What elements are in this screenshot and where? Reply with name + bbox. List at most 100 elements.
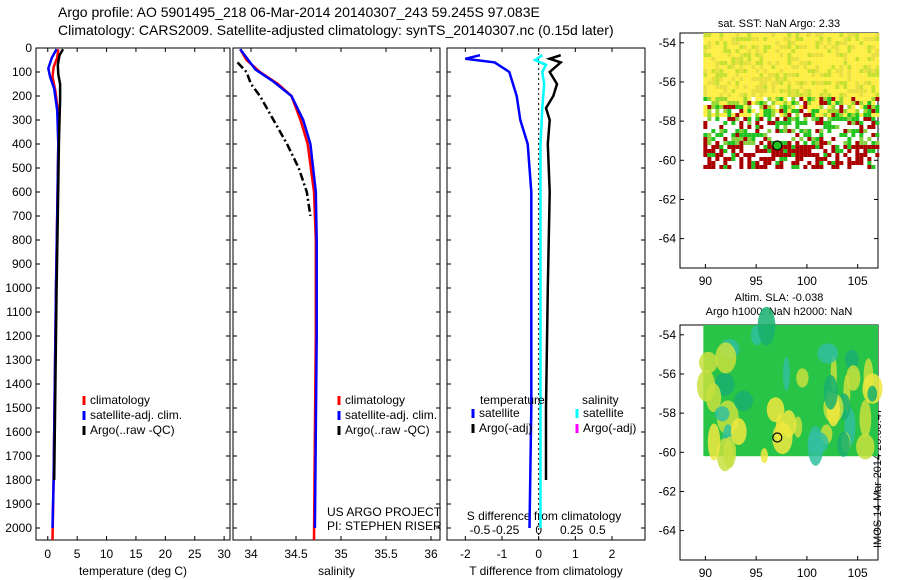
map-cell: [827, 49, 832, 53]
map-cell: [807, 61, 812, 65]
map-cell: [755, 61, 760, 65]
map-cell: [807, 45, 812, 49]
map-cell: [859, 41, 864, 45]
map-cell: [823, 69, 828, 73]
x-tick-label-difference: 0: [535, 547, 542, 561]
map-cell: [863, 153, 868, 157]
map-cell: [763, 37, 768, 41]
map-cell: [715, 89, 720, 93]
map-cell: [767, 57, 772, 61]
map-cell: [875, 77, 880, 81]
map-cell: [703, 125, 708, 129]
map-cell: [803, 97, 808, 101]
map-cell: [747, 37, 752, 41]
map-cell: [739, 129, 744, 133]
map-blob: [844, 349, 859, 370]
y-tick-label: 1800: [5, 473, 32, 487]
map-cell: [847, 129, 852, 133]
map-cell: [791, 69, 796, 73]
legend-temperature-label-1: satellite-adj. clim.: [90, 408, 182, 422]
map-cell: [791, 97, 796, 101]
map-cell: [711, 105, 716, 109]
map-cell: [787, 117, 792, 121]
map-cell: [803, 73, 808, 77]
map-cell: [775, 125, 780, 129]
map-cell: [867, 161, 872, 165]
map-cell: [851, 41, 856, 45]
map-cell: [815, 97, 820, 101]
map-cell: [799, 61, 804, 65]
map-blob: [807, 431, 829, 454]
map-cell: [847, 101, 852, 105]
map-cell: [719, 61, 724, 65]
map-cell: [831, 45, 836, 49]
map-cell: [835, 157, 840, 161]
map-cell: [827, 161, 832, 165]
map-cell: [831, 69, 836, 73]
map-cell: [719, 89, 724, 93]
map-cell: [759, 65, 764, 69]
map-cell: [719, 33, 724, 37]
map-cell: [787, 101, 792, 105]
map-cell: [715, 133, 720, 137]
map-cell: [835, 57, 840, 61]
map-cell: [807, 81, 812, 85]
map-cell: [703, 113, 708, 117]
project-annotation-1: PI: STEPHEN RISER: [327, 519, 442, 533]
map-cell: [875, 57, 880, 61]
map-cell: [711, 93, 716, 97]
map-cell: [787, 129, 792, 133]
map-cell: [875, 41, 880, 45]
map-cell: [731, 65, 736, 69]
map-cell: [751, 49, 756, 53]
map-cell: [763, 73, 768, 77]
map-cell: [811, 33, 816, 37]
map-cell: [763, 149, 768, 153]
map-cell: [759, 165, 764, 169]
map-cell: [811, 65, 816, 69]
map-cell: [783, 65, 788, 69]
map-cell: [835, 165, 840, 169]
map-cell: [807, 69, 812, 73]
map-cell: [703, 77, 708, 81]
map-cell: [767, 105, 772, 109]
map-cell: [875, 85, 880, 89]
map-cell: [827, 129, 832, 133]
map-cell: [771, 57, 776, 61]
map-cell: [779, 93, 784, 97]
map-cell: [751, 37, 756, 41]
map-cell: [835, 65, 840, 69]
map-cell: [847, 41, 852, 45]
map-cell: [835, 93, 840, 97]
map-cell: [719, 37, 724, 41]
map-cell: [751, 165, 756, 169]
map-cell: [871, 109, 876, 113]
map-cell: [723, 101, 728, 105]
map-cell: [779, 37, 784, 41]
x-tick2-label: 0.25: [560, 523, 584, 537]
map-cell: [855, 157, 860, 161]
map-cell: [803, 141, 808, 145]
map-cell: [739, 45, 744, 49]
map-cell: [739, 105, 744, 109]
map-cell: [855, 129, 860, 133]
map-cell: [739, 157, 744, 161]
map-cell: [791, 53, 796, 57]
map-cell: [767, 37, 772, 41]
map-cell: [727, 85, 732, 89]
map-cell: [871, 33, 876, 37]
map-cell: [767, 81, 772, 85]
map-cell: [707, 133, 712, 137]
map-cell: [827, 41, 832, 45]
map-cell: [735, 133, 740, 137]
map-x-tick-label: 95: [749, 274, 763, 288]
map-cell: [835, 45, 840, 49]
map-cell: [751, 153, 756, 157]
map-cell: [719, 149, 724, 153]
map-cell: [707, 57, 712, 61]
map-cell: [747, 153, 752, 157]
map-cell: [783, 37, 788, 41]
map-cell: [763, 101, 768, 105]
map-cell: [863, 41, 868, 45]
map-cell: [815, 45, 820, 49]
